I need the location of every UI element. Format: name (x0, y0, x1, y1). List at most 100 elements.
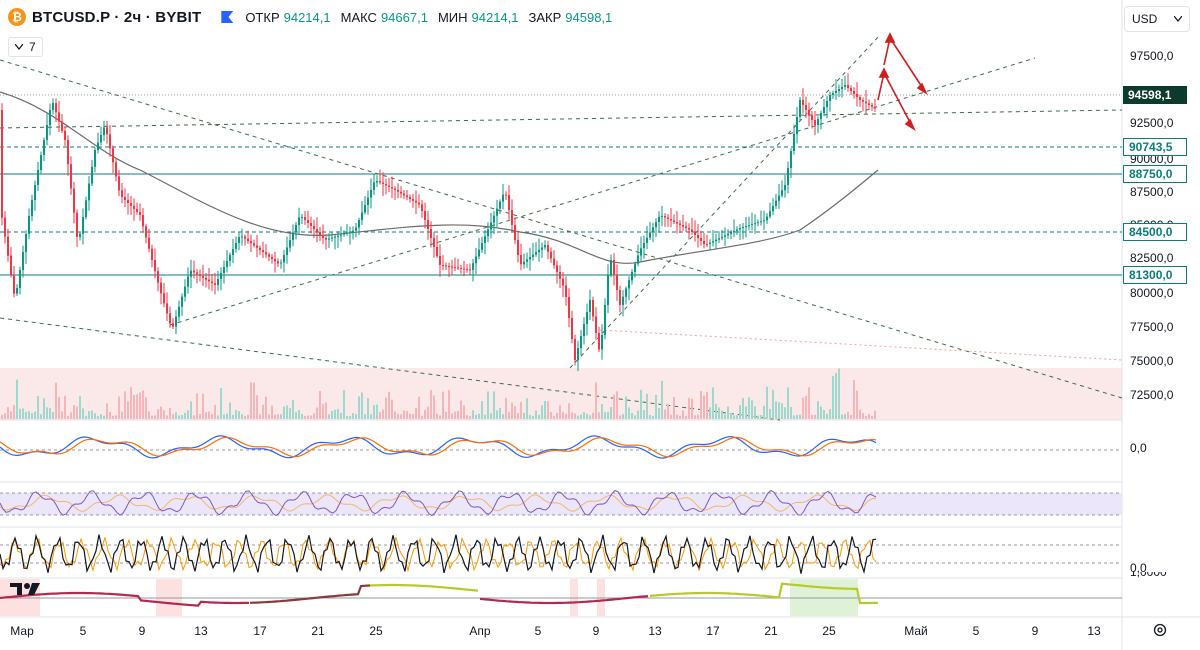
candle-body (697, 235, 699, 238)
time-axis-label: Май (904, 624, 928, 638)
candle-body (358, 220, 360, 228)
volume-bar (865, 415, 867, 419)
volume-bar (466, 415, 468, 419)
candle-body (691, 229, 693, 232)
volume-bar (121, 411, 123, 419)
candle-body (382, 182, 384, 184)
rsi-indicator[interactable] (0, 489, 877, 517)
volume-bar (631, 412, 633, 419)
volume-bar (22, 408, 24, 419)
candle-body (712, 241, 714, 243)
candle-body (529, 257, 531, 260)
candlestick-series[interactable] (1, 73, 876, 372)
level-tag-88750[interactable]: 88750,0 (1123, 165, 1187, 183)
candle-body (235, 243, 237, 249)
volume-bar (694, 415, 696, 419)
candle-body (754, 223, 756, 225)
volume-bar (97, 415, 99, 419)
volume-bar (811, 414, 813, 419)
candle-body (100, 135, 102, 143)
stoch-k-line (0, 533, 877, 575)
candle-body (214, 283, 216, 285)
trendline-horizontal[interactable] (0, 109, 1123, 129)
projection-arrows[interactable] (877, 32, 928, 132)
trendline-ascending[interactable] (169, 57, 1036, 326)
trendline-descending[interactable] (0, 59, 1123, 399)
trendline-lower[interactable] (0, 317, 781, 421)
candle-body (541, 247, 543, 250)
volume-bar (727, 406, 729, 419)
level-tag-90743[interactable]: 90743,5 (1123, 138, 1187, 156)
candle-body (685, 226, 687, 228)
candle-body (781, 190, 783, 196)
last-price-tag[interactable]: 94598,1 (1123, 86, 1187, 104)
volume-bar (847, 411, 849, 419)
candle-body (295, 225, 297, 233)
indicators-toggle-button[interactable]: 7 (8, 37, 43, 57)
arrow-head (878, 67, 890, 78)
candle-body (745, 226, 747, 228)
volume-bar (34, 411, 36, 419)
level-tag-81300[interactable]: 81300,0 (1123, 266, 1187, 284)
time-axis-label: 21 (311, 624, 325, 638)
candle-body (742, 227, 744, 229)
volume-bar (262, 404, 264, 419)
volume-bar (595, 382, 597, 419)
candle-body (274, 259, 276, 262)
candle-body (283, 255, 285, 263)
volume-bar (325, 402, 327, 419)
volume-bar (259, 414, 261, 419)
trend-indicator[interactable] (0, 582, 879, 607)
candle-body (22, 252, 24, 270)
volume-bar (838, 368, 840, 419)
candle-body (853, 91, 855, 94)
candle-body (145, 226, 147, 238)
volume-bar (598, 412, 600, 419)
macd-indicator[interactable] (0, 435, 877, 459)
tradingview-logo[interactable] (10, 581, 44, 597)
volume-bar (826, 413, 828, 419)
candle-body (43, 140, 45, 155)
candle-body (400, 191, 402, 194)
currency-select[interactable]: USD (1124, 6, 1190, 32)
indicators-count: 7 (29, 40, 36, 54)
candle-body (241, 236, 243, 238)
volume-bar (394, 411, 396, 419)
candle-body (466, 269, 468, 270)
volume-bar (619, 415, 621, 419)
stochastic-indicator[interactable] (0, 533, 877, 575)
candle-body (7, 236, 9, 256)
channel-upper[interactable] (569, 34, 881, 369)
volume-bar (211, 414, 213, 419)
settings-icon[interactable] (1152, 622, 1168, 638)
volume-bar (292, 400, 294, 419)
symbol-title[interactable]: BTCUSD.P · 2ч · BYBIT (32, 8, 202, 26)
candle-body (667, 217, 669, 219)
volume-bar (568, 403, 570, 419)
candle-body (700, 238, 702, 241)
candle-body (394, 188, 396, 190)
volume-bar (145, 397, 147, 419)
bitcoin-logo[interactable]: ₿ (8, 8, 26, 26)
candle-body (37, 170, 39, 185)
volume-bar (385, 397, 387, 419)
volume-bar (331, 411, 333, 419)
candle-body (97, 142, 99, 150)
volume-bar (853, 380, 855, 419)
volume-bar (346, 415, 348, 419)
candle-body (286, 247, 288, 255)
volume-bar (220, 388, 222, 419)
time-axis-label: 9 (1031, 624, 1039, 638)
volume-bar (478, 413, 480, 419)
stoch-zero-label: 0,0 (1130, 561, 1147, 575)
volume-bar (118, 396, 120, 419)
chevron-down-icon (1174, 16, 1182, 22)
candle-body (298, 217, 300, 225)
volume-bar (523, 412, 525, 419)
volume-bar (265, 396, 267, 419)
volume-bar (340, 412, 342, 419)
flag-icon[interactable] (221, 11, 234, 23)
candle-body (874, 106, 876, 109)
level-tag-84500[interactable]: 84500,0 (1123, 223, 1187, 241)
